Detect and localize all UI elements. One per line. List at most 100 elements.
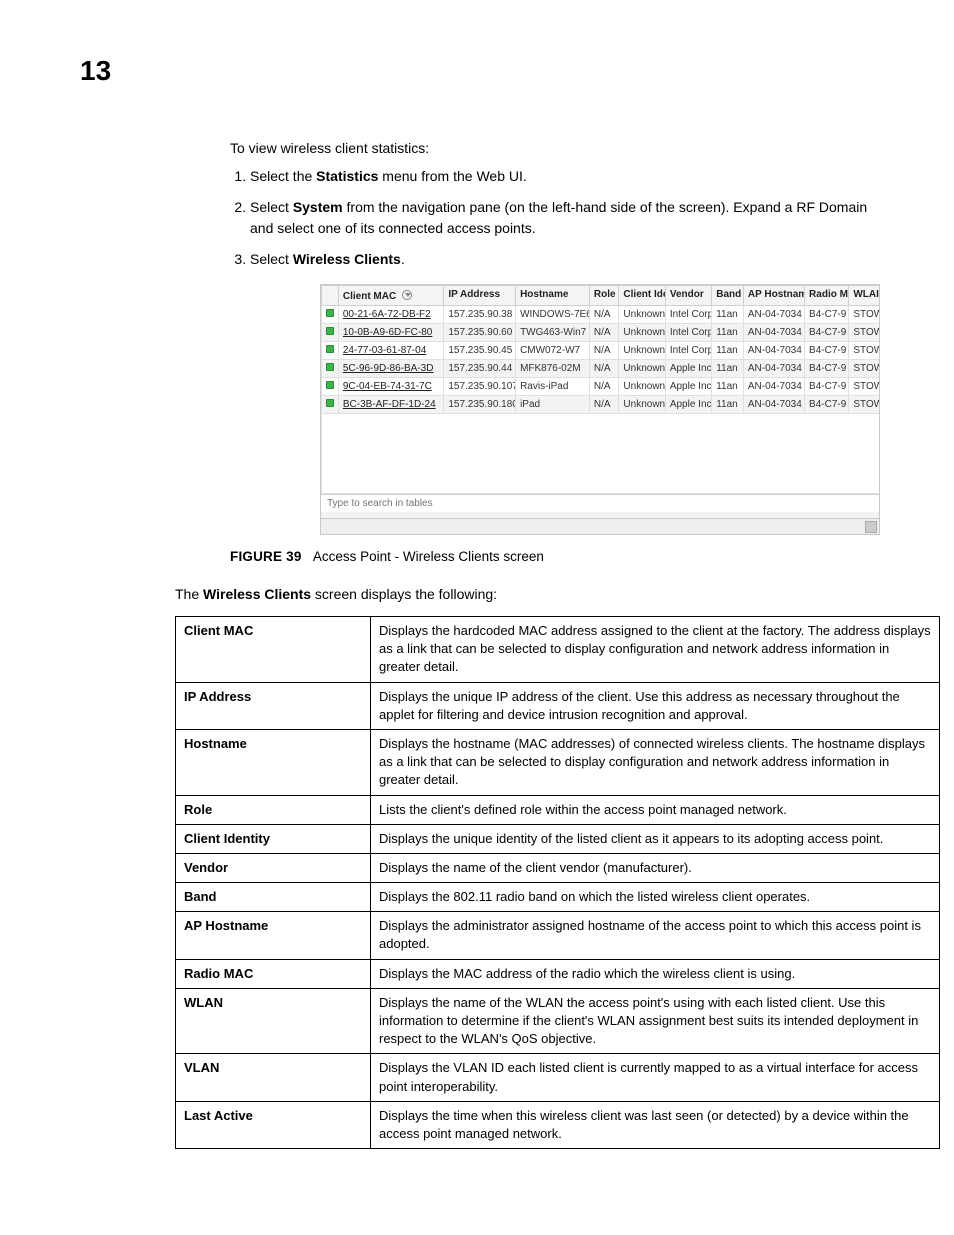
ap-hostname-cell: AN-04-7034 bbox=[743, 360, 804, 378]
instruction-item: Select Wireless Clients. bbox=[250, 249, 894, 270]
radio-mac-header[interactable]: Radio MAC bbox=[805, 286, 849, 306]
ap-hostname-cell: AN-04-7034 bbox=[743, 396, 804, 414]
text: . bbox=[401, 251, 405, 267]
client-mac-header[interactable]: Client MAC bbox=[338, 286, 443, 306]
band-cell: 11an bbox=[712, 342, 744, 360]
band-header[interactable]: Band bbox=[712, 286, 744, 306]
vendor-cell: Intel Corp bbox=[665, 306, 711, 324]
ap-hostname-cell: AN-04-7034 bbox=[743, 324, 804, 342]
hostname-cell: TWG463-Win7 bbox=[516, 324, 590, 342]
status-icon-cell bbox=[322, 378, 339, 396]
role-cell: N/A bbox=[589, 342, 619, 360]
client-mac-cell[interactable]: 9C-04-EB-74-31-7C bbox=[338, 378, 443, 396]
ip-header[interactable]: IP Address bbox=[444, 286, 516, 306]
table-row[interactable]: 9C-04-EB-74-31-7C157.235.90.107Ravis-iPa… bbox=[322, 378, 880, 396]
client-mac-cell[interactable]: 5C-96-9D-86-BA-3D bbox=[338, 360, 443, 378]
definition-row: Client MACDisplays the hardcoded MAC add… bbox=[176, 617, 940, 683]
client-identity-header[interactable]: Client Identity bbox=[619, 286, 665, 306]
definition-row: VLANDisplays the VLAN ID each listed cli… bbox=[176, 1054, 940, 1101]
horizontal-scrollbar[interactable] bbox=[321, 518, 879, 534]
band-cell: 11an bbox=[712, 378, 744, 396]
band-cell: 11an bbox=[712, 360, 744, 378]
wireless-clients-table: Client MAC IP Address Hostname Role Clie… bbox=[321, 285, 879, 494]
band-cell: 11an bbox=[712, 306, 744, 324]
definition-row: WLANDisplays the name of the WLAN the ac… bbox=[176, 988, 940, 1054]
description-intro: The Wireless Clients screen displays the… bbox=[175, 586, 894, 602]
hostname-header[interactable]: Hostname bbox=[516, 286, 590, 306]
client-mac-cell[interactable]: BC-3B-AF-DF-1D-24 bbox=[338, 396, 443, 414]
status-header[interactable] bbox=[322, 286, 339, 306]
client-mac-link[interactable]: BC-3B-AF-DF-1D-24 bbox=[343, 399, 436, 410]
client-mac-link[interactable]: 24-77-03-61-87-04 bbox=[343, 345, 426, 356]
wlan-cell: STOW bbox=[849, 306, 879, 324]
text: menu from the Web UI. bbox=[378, 168, 526, 184]
wlan-cell: STOW bbox=[849, 360, 879, 378]
ap-hostname-cell: AN-04-7034 bbox=[743, 306, 804, 324]
status-icon-cell bbox=[322, 306, 339, 324]
definition-term: IP Address bbox=[176, 682, 371, 729]
vendor-cell: Apple Inc bbox=[665, 360, 711, 378]
hostname-cell: CMW072-W7 bbox=[516, 342, 590, 360]
radio-mac-cell: B4-C7-9 bbox=[805, 306, 849, 324]
role-cell: N/A bbox=[589, 378, 619, 396]
text: from the navigation pane (on the left-ha… bbox=[250, 199, 867, 236]
client-mac-link[interactable]: 00-21-6A-72-DB-F2 bbox=[343, 309, 431, 320]
status-icon bbox=[326, 309, 334, 317]
page-number: 13 bbox=[80, 55, 111, 87]
client-mac-link[interactable]: 5C-96-9D-86-BA-3D bbox=[343, 363, 434, 374]
definition-description: Displays the administrator assigned host… bbox=[371, 912, 940, 959]
client-identity-cell: Unknown bbox=[619, 378, 665, 396]
text: screen displays the following: bbox=[311, 586, 497, 602]
status-icon-cell bbox=[322, 360, 339, 378]
table-row[interactable]: BC-3B-AF-DF-1D-24157.235.90.180iPadN/AUn… bbox=[322, 396, 880, 414]
ip-cell: 157.235.90.45 bbox=[444, 342, 516, 360]
ip-cell: 157.235.90.38 bbox=[444, 306, 516, 324]
table-search-input[interactable] bbox=[325, 497, 525, 510]
radio-mac-cell: B4-C7-9 bbox=[805, 324, 849, 342]
menu-name: Statistics bbox=[316, 168, 378, 184]
role-header[interactable]: Role bbox=[589, 286, 619, 306]
status-icon bbox=[326, 345, 334, 353]
definition-description: Displays the name of the WLAN the access… bbox=[371, 988, 940, 1054]
client-mac-cell[interactable]: 10-0B-A9-6D-FC-80 bbox=[338, 324, 443, 342]
role-cell: N/A bbox=[589, 360, 619, 378]
wlan-cell: STOW bbox=[849, 324, 879, 342]
client-mac-cell[interactable]: 24-77-03-61-87-04 bbox=[338, 342, 443, 360]
figure-caption: FIGURE 39 Access Point - Wireless Client… bbox=[230, 549, 894, 564]
sort-icon[interactable] bbox=[402, 290, 412, 300]
wlan-header[interactable]: WLAI bbox=[849, 286, 879, 306]
role-cell: N/A bbox=[589, 396, 619, 414]
client-mac-cell[interactable]: 00-21-6A-72-DB-F2 bbox=[338, 306, 443, 324]
header-label: Client MAC bbox=[343, 291, 396, 302]
status-icon bbox=[326, 327, 334, 335]
table-header-row: Client MAC IP Address Hostname Role Clie… bbox=[322, 286, 880, 306]
definition-term: Hostname bbox=[176, 729, 371, 795]
hostname-cell: WINDOWS-7E6I bbox=[516, 306, 590, 324]
wireless-clients-screenshot: Client MAC IP Address Hostname Role Clie… bbox=[320, 284, 880, 535]
client-mac-link[interactable]: 9C-04-EB-74-31-7C bbox=[343, 381, 432, 392]
status-icon bbox=[326, 381, 334, 389]
menu-name: System bbox=[293, 199, 343, 215]
ap-hostname-header[interactable]: AP Hostname bbox=[743, 286, 804, 306]
definition-term: WLAN bbox=[176, 988, 371, 1054]
definition-term: VLAN bbox=[176, 1054, 371, 1101]
status-icon-cell bbox=[322, 342, 339, 360]
band-cell: 11an bbox=[712, 324, 744, 342]
table-row[interactable]: 10-0B-A9-6D-FC-80157.235.90.60TWG463-Win… bbox=[322, 324, 880, 342]
table-row[interactable]: 24-77-03-61-87-04 157.235.90.45CMW072-W7N… bbox=[322, 342, 880, 360]
client-mac-link[interactable]: 10-0B-A9-6D-FC-80 bbox=[343, 327, 432, 338]
scrollbar-thumb[interactable] bbox=[865, 521, 877, 533]
table-row[interactable]: 5C-96-9D-86-BA-3D157.235.90.44MFK876-02M… bbox=[322, 360, 880, 378]
status-icon-cell bbox=[322, 396, 339, 414]
radio-mac-cell: B4-C7-9 bbox=[805, 396, 849, 414]
definition-term: AP Hostname bbox=[176, 912, 371, 959]
status-icon bbox=[326, 399, 334, 407]
client-identity-cell: Unknown bbox=[619, 324, 665, 342]
text: Select bbox=[250, 199, 293, 215]
text: The bbox=[175, 586, 203, 602]
definition-description: Displays the hardcoded MAC address assig… bbox=[371, 617, 940, 683]
definition-description: Displays the MAC address of the radio wh… bbox=[371, 959, 940, 988]
vendor-header[interactable]: Vendor bbox=[665, 286, 711, 306]
wlan-cell: STOW bbox=[849, 342, 879, 360]
table-row[interactable]: 00-21-6A-72-DB-F2 157.235.90.38WINDOWS-7E… bbox=[322, 306, 880, 324]
